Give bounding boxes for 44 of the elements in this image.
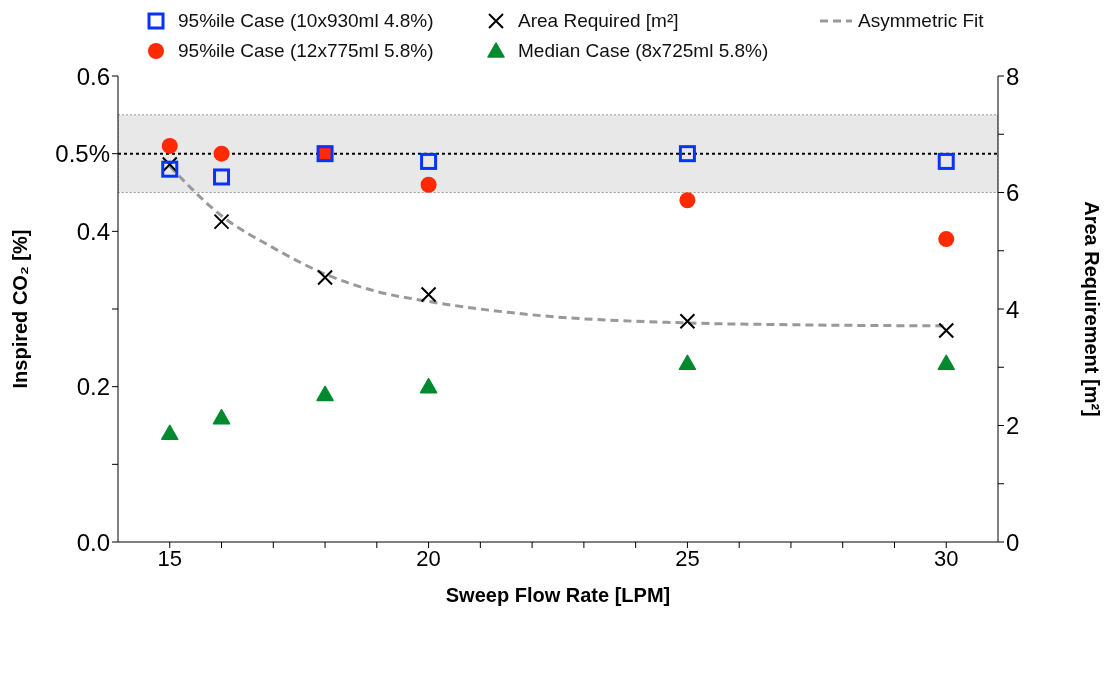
- y-axis-title: Inspired CO₂ [%]: [9, 229, 32, 389]
- point: [678, 354, 697, 371]
- x-tick-label: 15: [157, 545, 183, 571]
- y-tick-label: 0.5%: [55, 140, 110, 168]
- x-tick-label: 20: [416, 545, 441, 571]
- point: [316, 385, 334, 402]
- point: [679, 313, 696, 330]
- point: [938, 231, 955, 248]
- legend-label: 95%ile Case (12x775ml 5.8%): [178, 40, 434, 62]
- y-tick-label: 0.6: [76, 62, 110, 90]
- y-tick-label: 0.0: [76, 528, 110, 556]
- point: [678, 145, 696, 163]
- y2-tick-label: 4: [1006, 295, 1020, 323]
- point: [213, 145, 230, 162]
- legend-label: Asymmetric Fit: [858, 10, 984, 32]
- point: [420, 286, 437, 303]
- x-tick-label: 25: [675, 545, 700, 571]
- point: [213, 213, 230, 230]
- point: [938, 322, 955, 339]
- y-tick-label: 0.4: [76, 217, 110, 245]
- point: [679, 192, 696, 209]
- x-axis-title: Sweep Flow Rate [LPM]: [445, 584, 671, 606]
- legend-label: Median Case (8x725ml 5.8%): [518, 40, 769, 62]
- point: [213, 168, 231, 186]
- point: [937, 152, 955, 170]
- y2-tick-label: 8: [1006, 62, 1020, 90]
- point: [937, 354, 955, 371]
- legend-label: 95%ile Case (10x930ml 4.8%): [178, 10, 434, 32]
- y2-tick-label: 2: [1006, 412, 1020, 440]
- point: [317, 269, 334, 286]
- y2-tick-label: 6: [1006, 179, 1020, 207]
- point: [161, 424, 179, 441]
- point: [419, 377, 438, 394]
- x-tick-label: 30: [933, 545, 959, 571]
- legend-label: Area Required [m²]: [518, 10, 679, 32]
- point: [161, 156, 178, 173]
- point: [420, 176, 437, 193]
- point: [161, 137, 178, 154]
- y2-axis-title: Area Requirement [m²]: [1080, 201, 1103, 417]
- point: [161, 160, 179, 178]
- y-tick-label: 0.2: [76, 373, 110, 401]
- point: [420, 152, 438, 170]
- point: [212, 408, 231, 425]
- y2-tick-label: 0: [1006, 528, 1020, 556]
